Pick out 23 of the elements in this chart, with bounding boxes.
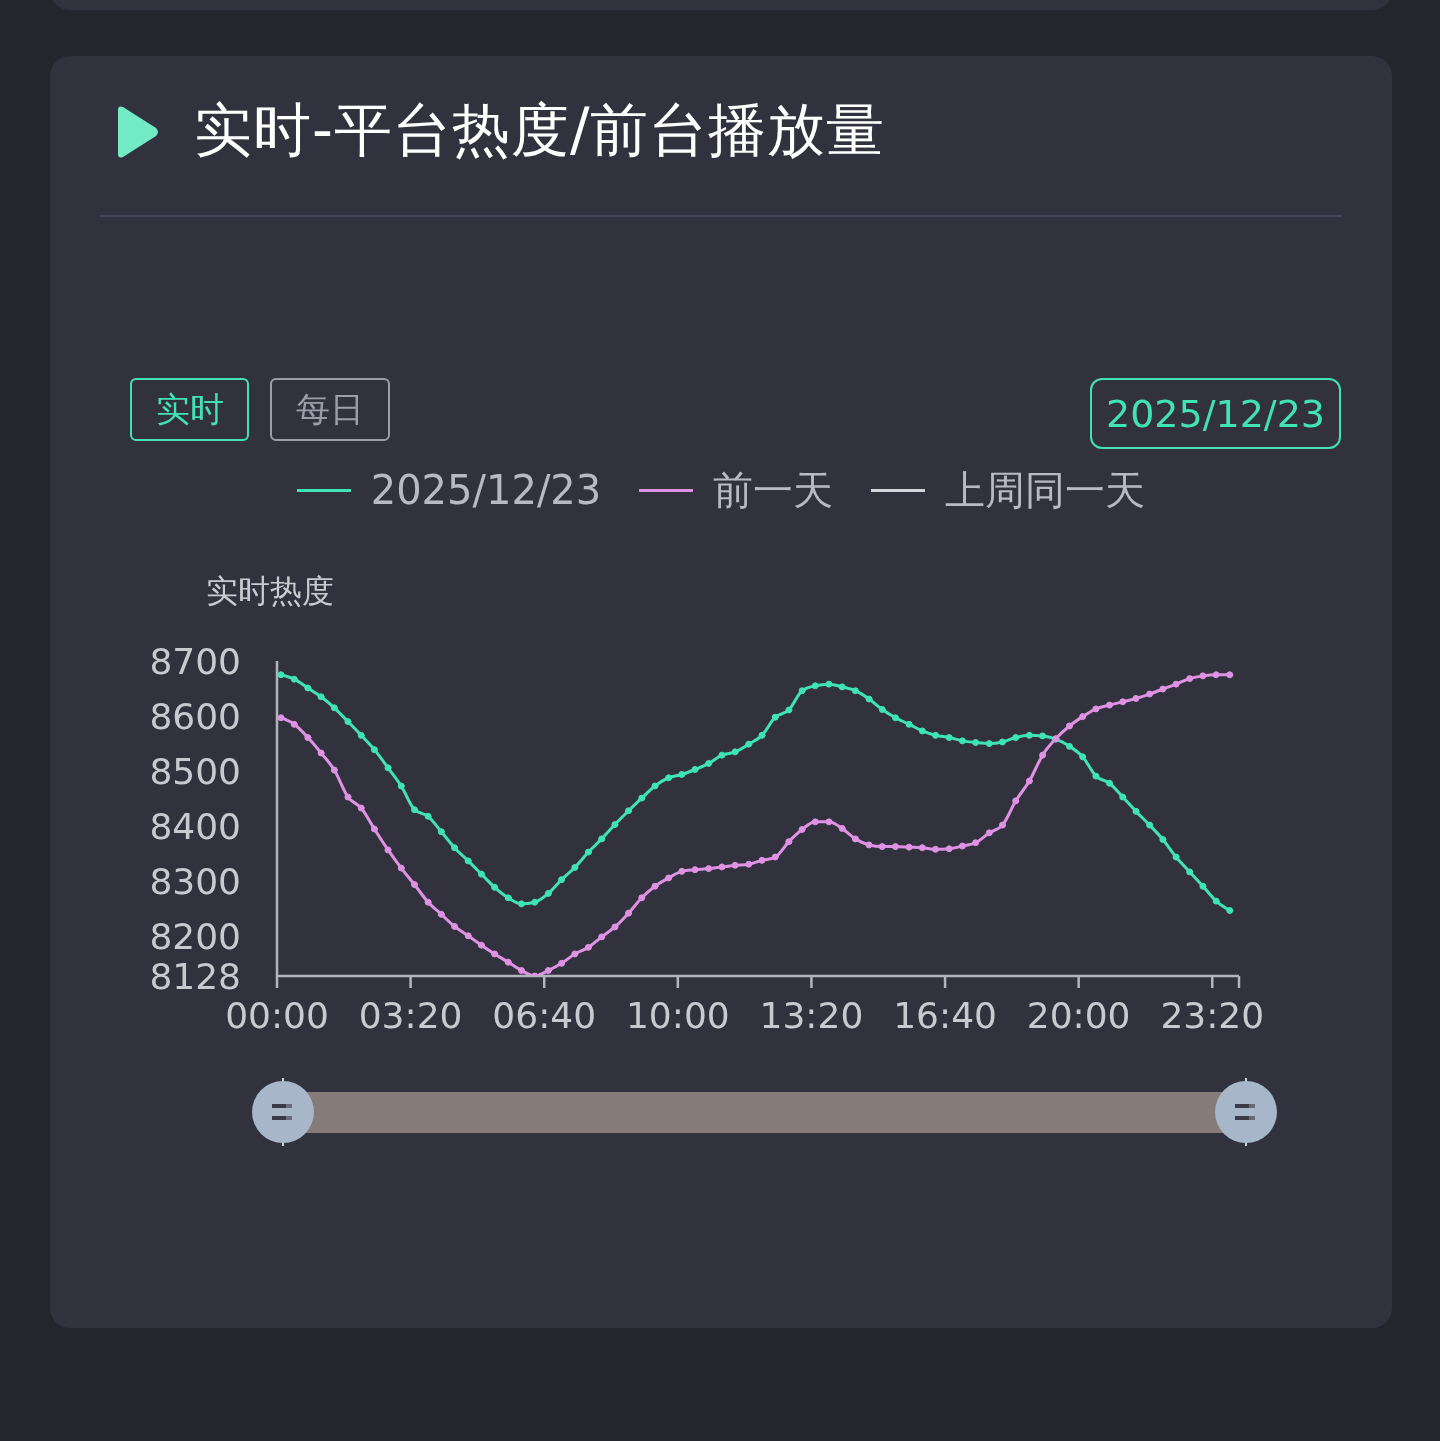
x-tick-label: 10:00 (625, 994, 730, 1036)
y-tick-label: 8400 (149, 805, 241, 847)
x-tick-label: 00:00 (225, 994, 329, 1036)
x-tick-label: 20:00 (1026, 994, 1131, 1036)
x-tick-label: 13:20 (759, 994, 864, 1036)
legend-label: 2025/12/23 (370, 467, 602, 513)
legend-label: 前一天 (713, 465, 834, 515)
tab-button: 实时 (130, 378, 249, 441)
y-tick-label: 8700 (149, 640, 241, 682)
y-axis-title: 实时热度 (206, 571, 334, 612)
x-tick-label: 16:40 (893, 994, 997, 1036)
x-tick-label: 03:20 (358, 994, 463, 1036)
legend-label: 上周同一天 (945, 465, 1146, 515)
x-tick-label: 06:40 (492, 994, 597, 1036)
tab-button: 每日 (270, 378, 390, 441)
y-tick-label: 8128 (149, 955, 241, 997)
y-tick-label: 8600 (149, 695, 241, 737)
y-tick-label: 8200 (149, 916, 241, 958)
date-button: 2025/12/23 (1090, 378, 1341, 449)
y-tick-label: 8300 (149, 861, 241, 903)
y-tick-label: 8500 (149, 750, 241, 792)
chart-title: 实时-平台热度/前台播放量 (194, 95, 886, 166)
x-tick-label: 23:20 (1160, 994, 1265, 1036)
